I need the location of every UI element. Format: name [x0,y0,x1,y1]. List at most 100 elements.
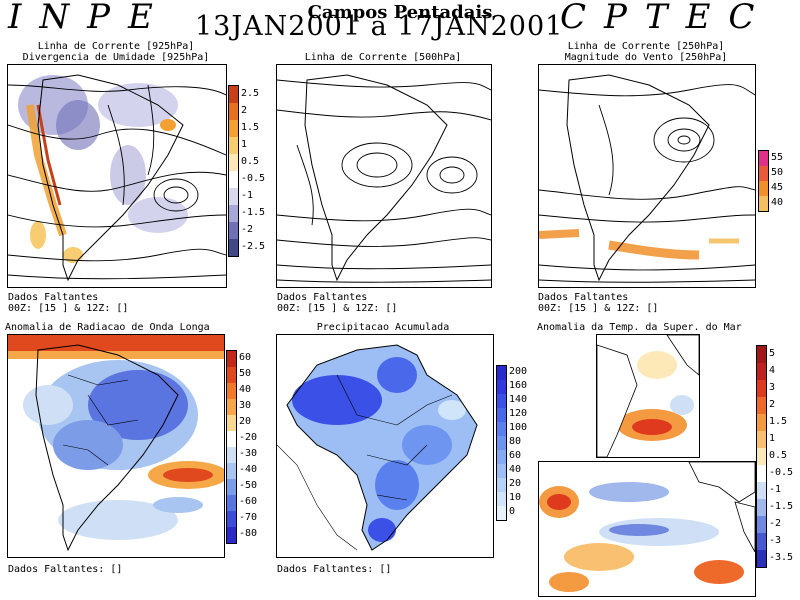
sst-warm-area [694,560,744,584]
p925-title-line1: Linha de Corrente [925hPa] [37,41,195,52]
p250-streamlines [539,84,755,283]
precip-colorbar-segment [497,380,506,394]
sst-coast [597,344,638,457]
precip-colorbar-label: 80 [509,436,522,447]
p250-colorbar-label: 55 [771,151,784,163]
precip-colorbar-label: 10 [509,492,522,503]
olr-colorbar-label: -60 [239,496,258,507]
precip-map-svg [277,344,478,551]
p925-colorbar-label: -0.5 [241,172,266,184]
precip-colorbar-segment [497,408,506,422]
olr-colorbar: 60 50 40 30 20 -20 -30 -40 -50 -60 -70 -80 [226,345,274,547]
p250-continent-outline [566,74,710,282]
p500-note-line1: Dados Faltantes [277,292,368,303]
sst-colorbar-segment [757,431,766,448]
p250-colorbar-label: 45 [771,181,784,193]
sst-colorbar-label: 2 [769,398,776,410]
olr-colorbar-segment [227,367,236,383]
p500-streamlines [277,79,491,283]
precip-colorbar-segment [497,478,506,492]
sst-warm-area [637,351,677,379]
olr-borders [62,374,139,466]
olr-colorbar-label: 40 [239,384,252,395]
olr-colorbar-segment [227,511,236,527]
sst-colorbar-segment [757,516,766,533]
p925-colorbar-segment [229,222,238,239]
p250-note-line1: Dados Faltantes [538,292,629,303]
precip-colorbar-label: 40 [509,464,522,475]
sst-warm-area [549,572,589,592]
sst-colorbar-label: 0.5 [769,449,788,461]
sst-colorbar-label: 4 [769,364,776,376]
olr-note: Dados Faltantes: [] [8,564,123,575]
sst-title: Anomalia da Temp. da Super. do Mar [537,322,742,333]
p925-colorbar-strip [228,85,239,257]
olr-colorbar-segment [227,351,236,367]
p925-div-blob [63,247,83,263]
precip-colorbar-segment [497,436,506,450]
p250-title-line1: Linha de Corrente [250hPa] [567,41,725,52]
sst-colorbar-segment [757,363,766,380]
sst-colorbar-segment [757,380,766,397]
sst-colorbar-segment [757,397,766,414]
inpe-logo-text: INPE [8,0,171,37]
p925-title-line2: Divergencia de Umidade [925hPa] [22,52,210,63]
p925-conv-blob [98,83,178,127]
p925-colorbar-segment [229,86,238,103]
p925-colorbar-label: -1 [241,189,254,201]
olr-negative-area [58,500,178,540]
p925-colorbar-label: -1.5 [241,206,266,218]
p925-colorbar-label: 2 [241,104,248,116]
olr-map-svg [8,335,224,552]
olr-colorbar-label: -80 [239,528,258,539]
p925-map [7,64,227,288]
p500-map [276,64,492,288]
p925-colorbar-label: -2 [241,223,254,235]
p500-map-svg [277,74,491,283]
sst-regional-map [596,334,700,458]
sst-global-map [538,461,756,597]
sst-cool-area [670,395,694,415]
precip-colorbar-label: 160 [509,380,528,391]
olr-continent-outline [35,344,179,552]
p925-colorbar-segment [229,120,238,137]
p925-colorbar-label: -2.5 [241,240,266,252]
p925-colorbar: 2.5 2 1.5 1 0.5 -0.5 -1 -1.5 -2 -2.5 [228,80,276,260]
p250-colorbar: 55 50 45 40 [758,145,800,215]
p925-colorbar-label: 2.5 [241,87,260,99]
precip-heavy-area [292,375,382,425]
sst-colorbar-segment [757,346,766,363]
precip-light-area [438,400,466,420]
sst-colorbar-label: -3.5 [769,551,794,563]
sst-colorbar-segment [757,448,766,465]
p925-colorbar-segment [229,137,238,154]
precip-heavy-area [368,518,396,542]
olr-colorbar-label: -40 [239,464,258,475]
olr-negative-area [23,385,73,425]
p925-colorbar-label: 1.5 [241,121,260,133]
sst-regional-map-svg [597,335,699,457]
p925-conv-blob [110,145,146,205]
sst-colorbar-label: -0.5 [769,466,794,478]
p925-continent-outline [37,74,184,282]
p925-colorbar-segment [229,103,238,120]
sst-coast [734,501,755,553]
olr-map [7,334,225,558]
precip-title: Precipitacao Acumulada [316,322,450,333]
precip-moderate-area [375,460,419,510]
olr-colorbar-strip [226,350,237,544]
precip-map [276,334,494,558]
sst-colorbar-segment [757,482,766,499]
p925-map-svg [8,74,226,282]
p250-colorbar-segment [759,196,768,211]
p250-colorbar-segment [759,166,768,181]
sst-warm-area [564,543,634,571]
p925-colorbar-segment [229,205,238,222]
precip-brazil-outline [286,344,478,551]
olr-colorbar-segment [227,447,236,463]
precip-colorbar-label: 20 [509,478,522,489]
p925-colorbar-segment [229,239,238,256]
olr-colorbar-segment [227,495,236,511]
p250-colorbar-segment [759,151,768,166]
p250-colorbar-segment [759,181,768,196]
